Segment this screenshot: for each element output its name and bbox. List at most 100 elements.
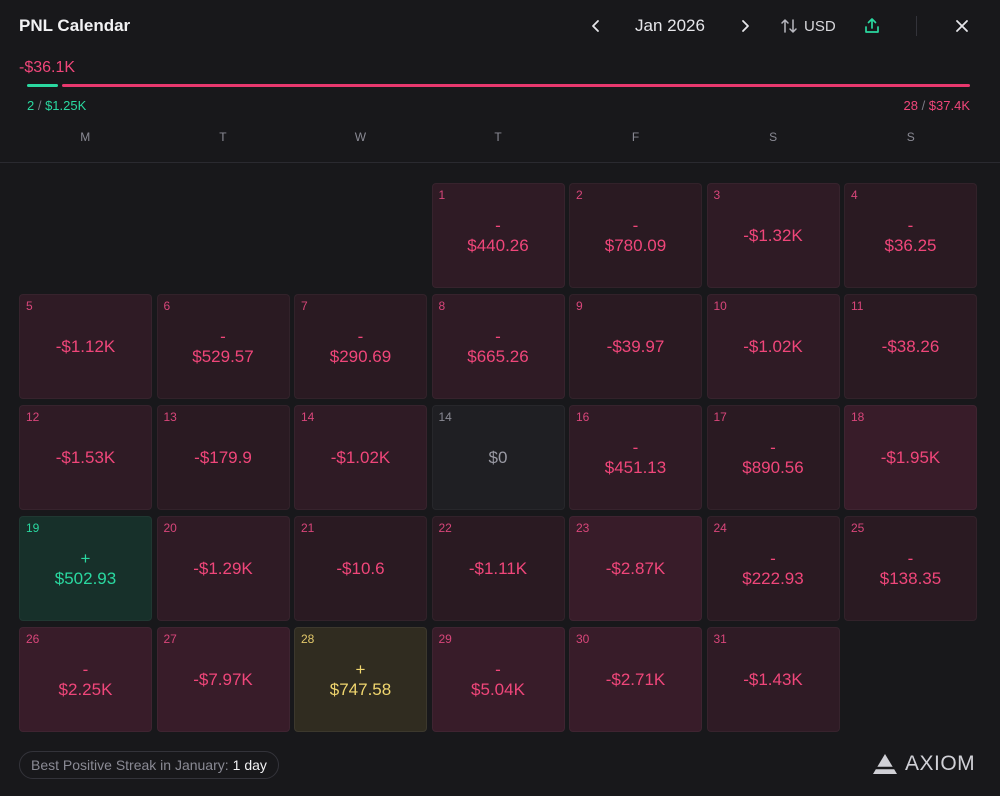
weekday-label: T: [494, 130, 502, 144]
day-number: 5: [26, 299, 33, 313]
day-number: 21: [301, 521, 315, 535]
day-pnl-value: - $36.25: [884, 215, 937, 255]
day-cell[interactable]: 2 - $780.09: [569, 183, 702, 288]
day-pnl-value: -$179.9: [194, 447, 252, 467]
day-pnl-value: - $780.09: [604, 215, 667, 255]
day-cell[interactable]: 19 + $502.93: [19, 516, 152, 621]
day-cell[interactable]: 25 - $138.35: [844, 516, 977, 621]
weekday-label: S: [769, 130, 778, 144]
brand-name: AXIOM: [905, 752, 976, 775]
day-pnl-value: - $890.56: [742, 437, 804, 477]
day-cell[interactable]: 20 -$1.29K: [156, 516, 290, 621]
day-number: 12: [26, 410, 40, 424]
day-pnl-value: - $451.13: [604, 437, 667, 477]
day-number: 7: [301, 299, 308, 313]
streak-value: 1 day: [232, 757, 267, 773]
day-pnl-value: - $222.93: [742, 548, 804, 588]
day-cell[interactable]: 28 + $747.58: [294, 627, 427, 732]
day-pnl-value: - $138.35: [879, 548, 942, 588]
day-number: 22: [438, 521, 452, 535]
day-cell[interactable]: 18 -$1.95K: [844, 405, 977, 510]
day-pnl-value: + $502.93: [54, 548, 117, 588]
day-cell[interactable]: 5 -$1.12K: [19, 294, 152, 399]
day-number: 27: [163, 632, 177, 646]
day-number: 3: [713, 188, 721, 202]
brand-logo: AXIOM: [872, 752, 975, 776]
currency-label: USD: [804, 17, 836, 35]
day-cell[interactable]: 17 - $890.56: [706, 405, 840, 510]
day-number: 4: [851, 188, 858, 202]
day-cell[interactable]: 11 -$38.26: [844, 294, 977, 399]
day-number: 26: [26, 632, 40, 646]
total-pnl: -$36.1K: [19, 59, 76, 76]
arrows-up-down-icon: [781, 19, 797, 33]
share-button[interactable]: [860, 14, 884, 38]
streak-badge: Best Positive Streak in January: 1 day: [19, 751, 279, 779]
day-cell[interactable]: 16 - $451.13: [569, 405, 702, 510]
day-number: 1: [438, 188, 446, 202]
day-number: 23: [576, 521, 590, 535]
header-separator: [0, 162, 1000, 163]
day-number: 11: [851, 299, 864, 313]
negative-amount: $37.4K: [928, 98, 970, 113]
day-cell[interactable]: 26 - $2.25K: [19, 627, 152, 732]
day-number: 10: [713, 299, 727, 313]
calendar-header: PNL Calendar Jan 2026 USD: [0, 0, 1000, 54]
positive-amount: $1.25K: [45, 98, 87, 113]
day-cell[interactable]: 21 -$10.6: [294, 516, 427, 621]
day-pnl-value: -$1.11K: [468, 558, 528, 578]
day-cell[interactable]: 6 - $529.57: [156, 294, 290, 399]
day-cell[interactable]: 14 $0: [431, 405, 565, 510]
day-cell[interactable]: 13 -$179.9: [156, 405, 290, 510]
day-pnl-value: -$1.02K: [330, 447, 391, 467]
weekday-label: F: [631, 130, 640, 144]
negative-bar: [62, 84, 970, 87]
close-button[interactable]: [950, 14, 974, 38]
positive-days-count: 2: [27, 98, 35, 113]
day-cell[interactable]: 7 - $290.69: [294, 294, 427, 399]
day-pnl-value: -$1.95K: [880, 447, 941, 467]
next-month-button[interactable]: [733, 14, 757, 38]
day-cell[interactable]: 27 -$7.97K: [156, 627, 290, 732]
day-cell[interactable]: 9 -$39.97: [569, 294, 702, 399]
day-pnl-value: - $5.04K: [471, 659, 525, 699]
day-pnl-value: -$2.71K: [605, 669, 666, 689]
day-cell[interactable]: 24 - $222.93: [706, 516, 840, 621]
day-number: 14: [301, 410, 315, 424]
day-cell[interactable]: 8 - $665.26: [431, 294, 565, 399]
day-pnl-value: -$1.32K: [743, 225, 803, 245]
empty-cell: [294, 183, 427, 288]
day-pnl-value: -$39.97: [606, 336, 665, 356]
day-number: 6: [163, 299, 171, 313]
day-cell[interactable]: 29 - $5.04K: [431, 627, 565, 732]
chevron-right-icon: [742, 20, 749, 32]
empty-cell: [157, 183, 290, 288]
day-number: 13: [163, 410, 177, 424]
currency-toggle[interactable]: USD: [780, 14, 836, 38]
day-pnl-value: -$1.02K: [743, 336, 803, 356]
prev-month-button[interactable]: [584, 14, 608, 38]
day-cell[interactable]: 23 -$2.87K: [569, 516, 702, 621]
page-title: PNL Calendar: [19, 16, 131, 35]
day-cell[interactable]: 31 -$1.43K: [706, 627, 840, 732]
day-cell[interactable]: 12 -$1.53K: [19, 405, 152, 510]
day-cell[interactable]: 3 -$1.32K: [706, 183, 840, 288]
day-cell[interactable]: 30 -$2.71K: [569, 627, 702, 732]
close-icon: [956, 20, 968, 32]
day-pnl-value: - $529.57: [192, 326, 254, 366]
streak-label: Best Positive Streak in January:: [31, 757, 229, 773]
day-cell[interactable]: 22 -$1.11K: [431, 516, 565, 621]
day-cell[interactable]: 10 -$1.02K: [706, 294, 840, 399]
day-cell[interactable]: 1 - $440.26: [431, 183, 565, 288]
day-pnl-value: + $747.58: [329, 659, 392, 699]
day-pnl-value: -$1.29K: [193, 558, 253, 578]
negative-days-count: 28: [903, 98, 918, 113]
weekday-label: W: [354, 130, 367, 144]
chevron-left-icon: [592, 20, 599, 32]
header-divider: [916, 16, 917, 36]
day-number: 19: [26, 521, 40, 535]
day-number: 29: [438, 632, 452, 646]
day-cell[interactable]: 4 - $36.25: [844, 183, 977, 288]
day-cell[interactable]: 14 -$1.02K: [294, 405, 427, 510]
day-pnl-value: $0: [488, 447, 508, 467]
